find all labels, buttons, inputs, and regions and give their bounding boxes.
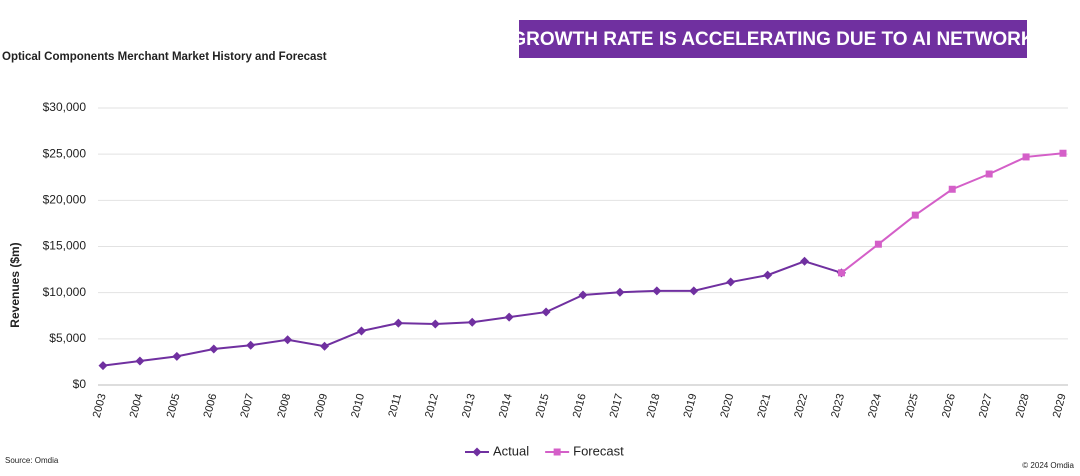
marker	[837, 269, 845, 277]
y-tick-label: $20,000	[43, 193, 87, 207]
x-tick-label: 2013	[460, 392, 478, 419]
marker	[172, 351, 182, 361]
marker	[98, 361, 108, 371]
y-tick-label: $25,000	[43, 146, 87, 160]
marker	[209, 344, 219, 354]
x-tick-label: 2006	[202, 392, 220, 419]
marker	[800, 256, 810, 266]
x-tick-label: 2022	[792, 392, 810, 419]
marker	[985, 170, 993, 178]
x-tick-label: 2015	[534, 392, 552, 419]
x-tick-label: 2025	[903, 392, 921, 419]
marker	[763, 270, 773, 280]
y-axis-title: Revenues ($m)	[8, 242, 22, 327]
x-tick-label: 2020	[718, 392, 736, 419]
marker	[430, 319, 440, 329]
x-tick-label: 2016	[571, 392, 589, 419]
x-tick-label: 2012	[423, 392, 441, 419]
banner: GROWTH RATE IS ACCELERATING DUE TO AI NE…	[511, 29, 1034, 50]
y-tick-label: $0	[73, 377, 87, 391]
marker	[911, 211, 919, 219]
x-tick-label: 2027	[977, 392, 995, 419]
x-tick-label: 2026	[940, 392, 958, 419]
marker	[874, 240, 882, 248]
x-tick-label: 2011	[386, 392, 404, 418]
marker	[1022, 153, 1030, 161]
marker	[541, 307, 551, 317]
source: Source: Omdia	[5, 456, 59, 465]
marker	[393, 318, 403, 328]
marker	[615, 287, 625, 297]
x-tick-label: 2009	[312, 392, 330, 419]
x-tick-label: 2007	[238, 392, 256, 419]
x-tick-label: 2029	[1051, 392, 1069, 419]
marker	[652, 286, 662, 296]
marker	[283, 335, 293, 345]
x-tick-label: 2017	[608, 392, 626, 419]
x-tick-label: 2028	[1014, 392, 1032, 419]
x-tick-label: 2014	[497, 392, 515, 419]
x-tick-label: 2010	[349, 392, 367, 419]
x-tick-label: 2005	[165, 392, 183, 419]
x-tick-label: 2023	[829, 392, 847, 419]
x-tick-label: 2004	[128, 392, 146, 419]
banner-box	[519, 20, 1027, 58]
x-tick-label: 2019	[682, 392, 700, 419]
marker	[472, 447, 482, 457]
y-tick-label: $10,000	[43, 285, 87, 299]
marker	[948, 185, 956, 193]
copyright: © 2024 Omdia	[1022, 461, 1074, 470]
marker	[246, 340, 256, 350]
marker	[135, 356, 145, 366]
y-tick-label: $5,000	[49, 331, 86, 345]
marker	[553, 448, 561, 456]
y-tick-label: $30,000	[43, 100, 87, 114]
x-tick-label: 2024	[866, 392, 884, 419]
marker	[726, 277, 736, 287]
marker	[356, 326, 366, 336]
legend-label: Forecast	[573, 443, 624, 458]
series-line	[840, 152, 1064, 274]
marker	[689, 286, 699, 296]
x-tick-label: 2008	[275, 392, 293, 419]
y-tick-label: $15,000	[43, 239, 87, 253]
marker	[504, 312, 514, 322]
marker	[467, 317, 477, 327]
legend-label: Actual	[493, 443, 529, 458]
x-tick-label: 2003	[91, 392, 109, 419]
marker	[1059, 149, 1067, 157]
chart-title: Optical Components Merchant Market Histo…	[2, 51, 327, 63]
x-tick-label: 2021	[755, 392, 773, 419]
marker	[578, 290, 588, 300]
marker	[320, 341, 330, 351]
x-tick-label: 2018	[645, 392, 663, 419]
